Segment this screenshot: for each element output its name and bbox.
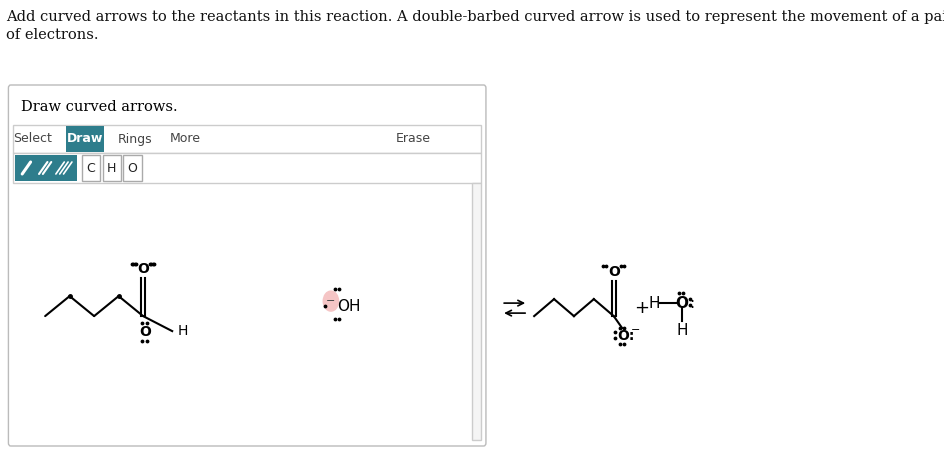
Text: O: O <box>127 162 137 174</box>
Text: Rings: Rings <box>117 132 152 146</box>
Text: Erase: Erase <box>396 132 430 146</box>
Text: Draw: Draw <box>67 132 103 146</box>
Text: More: More <box>170 132 200 146</box>
Text: Draw curved arrows.: Draw curved arrows. <box>22 100 177 114</box>
Text: O: O <box>607 265 619 279</box>
Text: O: O <box>137 262 149 276</box>
Text: O: O <box>675 295 687 311</box>
FancyBboxPatch shape <box>123 155 142 181</box>
FancyBboxPatch shape <box>103 155 121 181</box>
FancyBboxPatch shape <box>13 153 480 183</box>
Text: OH: OH <box>337 299 361 314</box>
FancyBboxPatch shape <box>472 183 480 440</box>
Text: H: H <box>107 162 116 174</box>
FancyBboxPatch shape <box>66 126 104 152</box>
FancyBboxPatch shape <box>14 155 77 181</box>
Text: :: : <box>689 295 694 311</box>
Text: of electrons.: of electrons. <box>6 28 98 42</box>
Text: Add curved arrows to the reactants in this reaction. A double-barbed curved arro: Add curved arrows to the reactants in th… <box>6 10 944 24</box>
Text: O:: O: <box>616 329 634 343</box>
FancyBboxPatch shape <box>8 85 485 446</box>
FancyBboxPatch shape <box>82 155 100 181</box>
Text: H: H <box>177 324 188 338</box>
Text: O: O <box>140 325 151 339</box>
Text: Select: Select <box>12 132 52 146</box>
Text: +: + <box>633 299 649 317</box>
Text: C: C <box>87 162 95 174</box>
Text: −: − <box>630 325 639 335</box>
FancyBboxPatch shape <box>13 125 480 153</box>
Text: H: H <box>648 295 659 311</box>
Text: H: H <box>675 322 687 338</box>
Text: −: − <box>326 296 335 306</box>
Circle shape <box>323 291 338 311</box>
